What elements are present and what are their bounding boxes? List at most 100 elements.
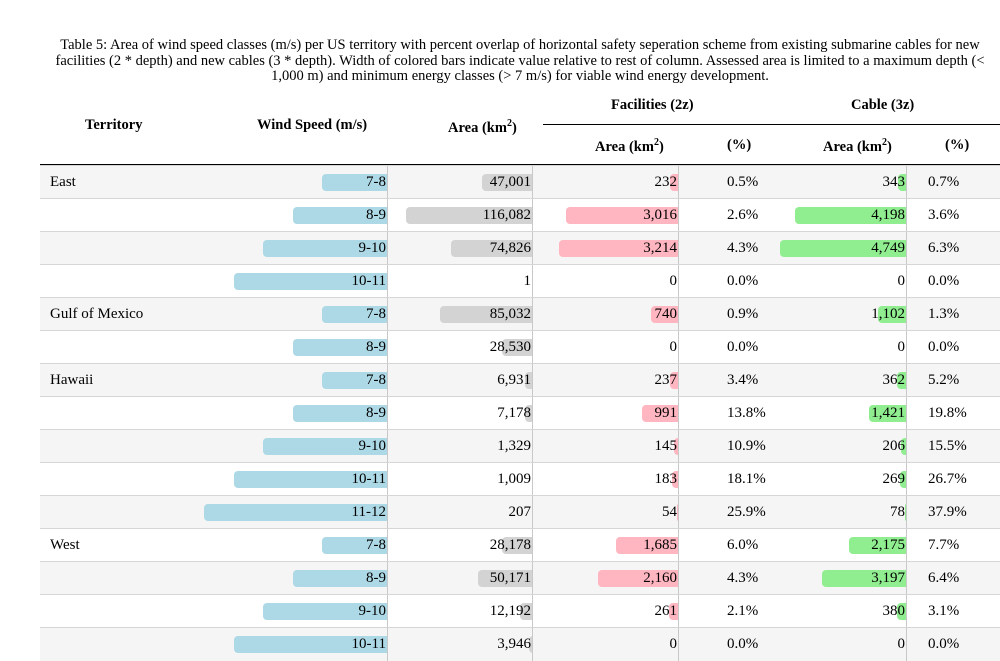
facilities-pct-cell: 13.8% [727,405,766,421]
facilities-area-cell: 991 [479,397,679,430]
cable-area-cell-value: 380 [883,595,907,628]
cable-area-cell-value: 1,421 [871,397,907,430]
wind-speed-cell-bar [292,405,388,422]
area-cell: 3,946 [333,628,533,661]
wind-speed-cell: 10-11 [188,628,388,661]
cable-area-cell-bar [899,471,907,488]
facilities-pct-cell: 2.1% [727,603,759,619]
table-row: 9-10 12,192 261 2.1% 380 3.1% [40,594,1000,628]
header-facilities-group: Facilities (2z) [611,97,694,113]
area-cell: 7,178 [333,397,533,430]
facilities-area-cell: 0 [479,331,679,364]
wind-speed-cell-bar [322,537,388,554]
cable-area-cell-bar [868,405,907,422]
facilities-area-cell: 740 [479,298,679,331]
facilities-area-cell: 2,160 [479,562,679,595]
table-row: 8-9 7,178 991 13.8% 1,421 19.8% [40,396,1000,430]
facilities-area-cell-value: 991 [655,397,679,430]
cable-area-cell-bar [877,306,907,323]
wind-speed-cell: 9-10 [188,232,388,265]
wind-speed-cell: 7-8 [188,298,388,331]
facilities-area-cell-value: 54 [662,496,679,529]
cable-area-cell-value: 4,749 [871,232,907,265]
facilities-area-cell-value: 145 [655,430,679,463]
area-cell-value: 28,530 [490,331,533,364]
header-cable-area: Area (km2) [823,137,892,155]
territory-cell: East [50,174,76,190]
wind-speed-cell: 7-8 [188,364,388,397]
wind-speed-cell: 10-11 [188,265,388,298]
territory-cell: Gulf of Mexico [50,306,144,322]
facilities-area-cell-bar [672,471,679,488]
facilities-area-cell-bar [669,603,679,620]
facilities-area-cell: 54 [479,496,679,529]
area-cell: 28,530 [333,331,533,364]
area-cell: 28,178 [333,529,533,562]
cable-area-cell-bar [897,174,907,191]
cable-area-cell-value: 3,197 [871,562,907,595]
wind-speed-cell-value: 7-8 [366,364,388,397]
facilities-area-cell-bar [559,240,679,257]
table-row: 8-9 116,082 3,016 2.6% 4,198 3.6% [40,198,1000,232]
wind-speed-cell: 8-9 [188,397,388,430]
wind-speed-cell-value: 8-9 [366,331,388,364]
table-row: 10-11 3,946 0 0.0% 0 0.0% [40,627,1000,661]
table-row: East 7-8 47,001 232 0.5% 343 0.7% [40,165,1000,199]
cable-area-cell-value: 1,102 [871,298,907,331]
cable-area-cell: 0 [707,331,907,364]
wind-speed-cell-bar [322,306,388,323]
wind-speed-cell-bar [263,438,388,455]
cable-area-cell: 1,421 [707,397,907,430]
area-cell: 47,001 [333,166,533,199]
cable-area-cell-bar [896,603,907,620]
cable-area-cell: 343 [707,166,907,199]
wind-speed-cell-bar [263,603,388,620]
facilities-area-cell: 183 [479,463,679,496]
cable-pct-cell: 5.2% [928,372,960,388]
facilities-pct-cell: 2.6% [727,207,759,223]
facilities-pct-cell: 0.5% [727,174,759,190]
cable-pct-cell: 7.7% [928,537,960,553]
wind-speed-cell-bar [292,339,388,356]
area-cell-value: 3,946 [497,628,533,661]
table-row: 11-12 207 54 25.9% 78 37.9% [40,495,1000,529]
cable-pct-cell: 1.3% [928,306,960,322]
header-cable-pct: (%) [945,137,970,153]
facilities-area-cell-value: 3,016 [643,199,679,232]
table-row: Gulf of Mexico 7-8 85,032 740 0.9% 1,102 1.3% [40,297,1000,331]
area-cell-bar [406,207,533,224]
area-cell-value: 47,001 [490,166,533,199]
facilities-area-cell-bar [651,306,679,323]
area-cell: 85,032 [333,298,533,331]
cable-area-cell: 78 [707,496,907,529]
group-header-rule [543,124,1000,125]
cable-area-cell-bar [780,240,907,257]
facilities-area-cell-bar [616,537,679,554]
area-cell-value: 12,192 [490,595,533,628]
cable-area-cell-bar [901,438,907,455]
area-cell-value: 116,082 [483,199,533,232]
wind-speed-cell: 8-9 [188,562,388,595]
area-cell-value: 85,032 [490,298,533,331]
facilities-pct-cell: 10.9% [727,438,766,454]
facilities-area-cell-value: 2,160 [643,562,679,595]
area-cell-value: 50,171 [490,562,533,595]
facilities-area-cell: 232 [479,166,679,199]
header-bottom-rule [40,164,1000,165]
facilities-area-cell: 1,685 [479,529,679,562]
table-row: 10-11 1 0 0.0% 0 0.0% [40,264,1000,298]
wind-speed-cell-value: 7-8 [366,298,388,331]
facilities-area-cell: 3,214 [479,232,679,265]
facilities-pct-cell: 3.4% [727,372,759,388]
facilities-pct-cell: 0.0% [727,636,759,652]
facilities-pct-cell: 0.0% [727,273,759,289]
area-cell: 207 [333,496,533,529]
cable-area-cell: 380 [707,595,907,628]
cable-area-cell-bar [897,372,907,389]
cable-area-cell: 362 [707,364,907,397]
wind-speed-cell: 7-8 [188,529,388,562]
area-cell-value: 6,931 [497,364,533,397]
facilities-area-cell-value: 0 [670,331,679,364]
wind-speed-cell-bar [322,174,388,191]
facilities-area-cell-bar [676,504,679,521]
